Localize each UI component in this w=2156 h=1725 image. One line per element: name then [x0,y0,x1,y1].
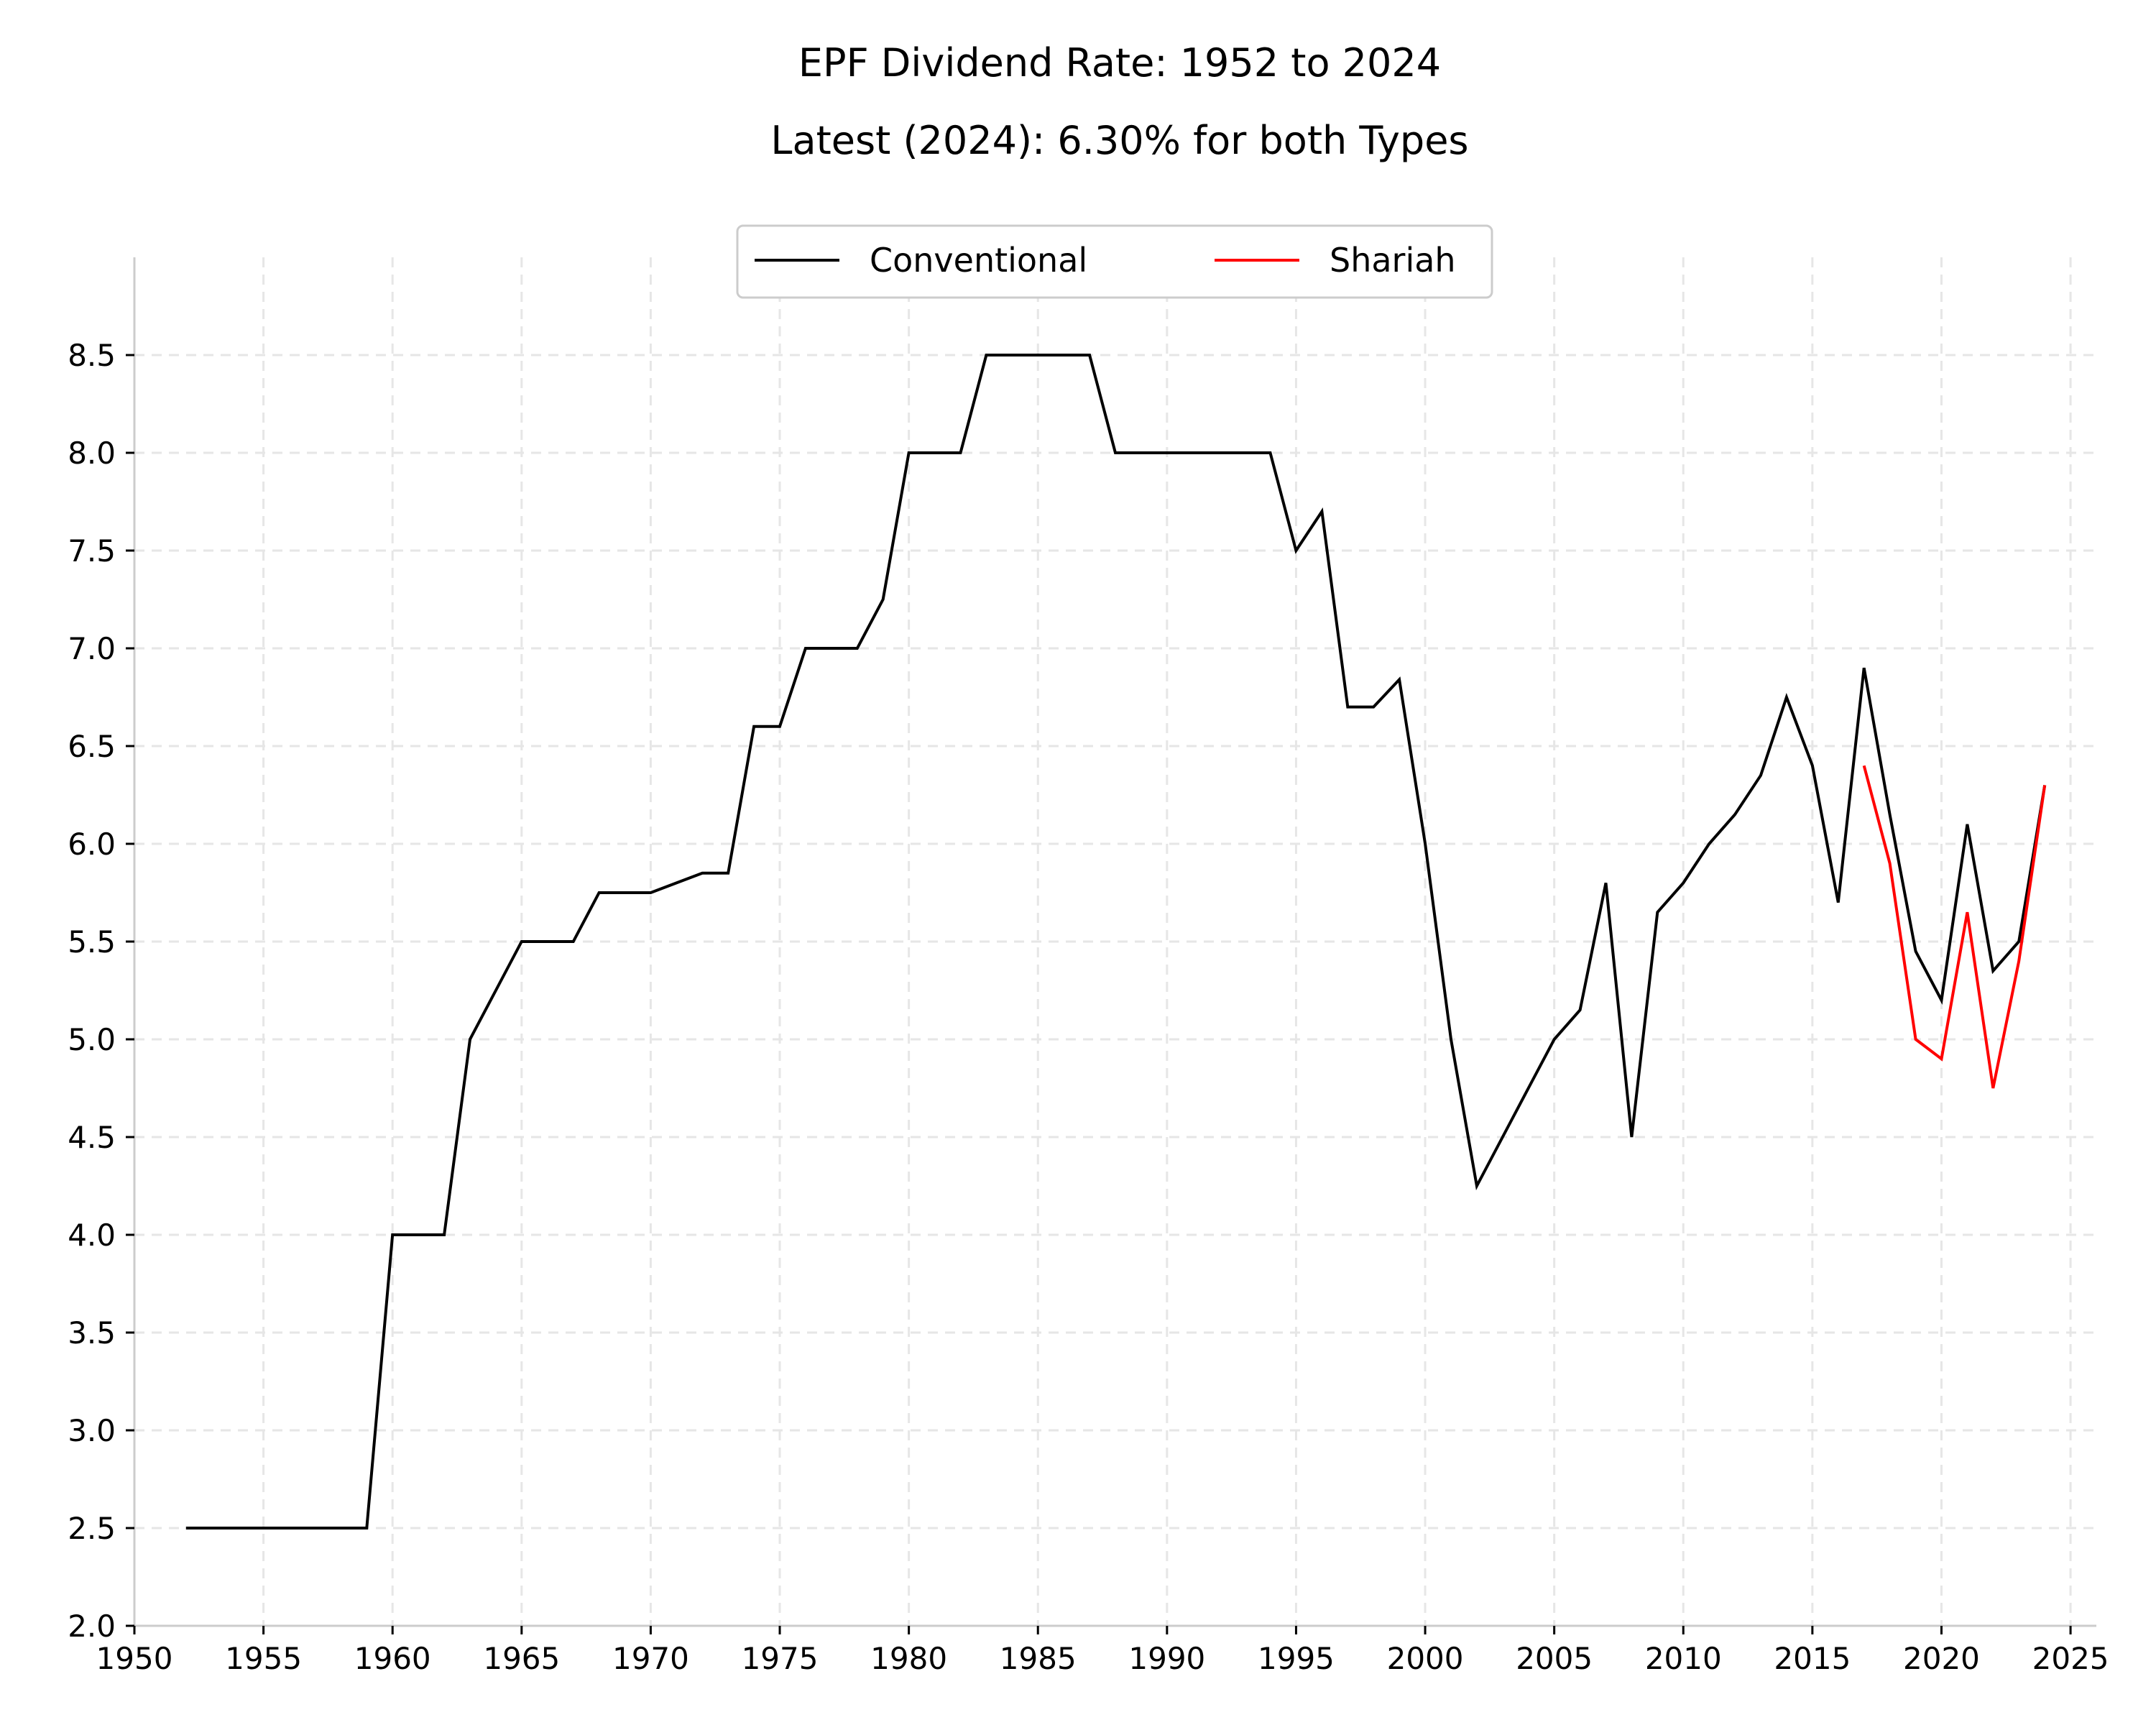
y-tick-label: 6.5 [68,729,116,764]
y-axis-ticks: 2.0 2.5 3.0 3.5 4.0 4.5 5.0 5.5 6.0 6.5 7.0 7.5 8.0 8… [68,338,134,1644]
x-tick-label: 1980 [870,1641,947,1676]
series-lines [185,354,2047,1530]
x-tick-label: 1985 [1000,1641,1077,1676]
x-tick-label: 1955 [225,1641,302,1676]
y-tick-label: 4.5 [68,1120,116,1155]
y-tick-label: 6.0 [68,827,116,862]
x-tick-label: 1950 [96,1641,173,1676]
x-tick-label: 2005 [1516,1641,1593,1676]
grid-lines [133,257,2096,1626]
x-tick-label: 1990 [1128,1641,1205,1676]
legend: Conventional Shariah [736,224,1493,299]
x-tick-label: 1970 [612,1641,689,1676]
y-tick-label: 4.0 [68,1218,116,1253]
y-tick-label: 3.5 [68,1315,116,1351]
legend-frame [736,224,1493,299]
legend-label-conventional: Conventional [870,241,1087,280]
y-tick-label: 7.0 [68,631,116,666]
x-tick-label: 2015 [1774,1641,1851,1676]
x-tick-label: 1965 [483,1641,560,1676]
y-tick-label: 2.0 [68,1609,116,1644]
legend-label-shariah: Shariah [1330,241,1456,280]
x-tick-label: 2020 [1903,1641,1980,1676]
chart-subtitle: Latest (2024): 6.30% for both Types [770,118,1468,163]
y-tick-label: 2.5 [68,1511,116,1546]
y-tick-label: 5.0 [68,1022,116,1057]
y-tick-label: 3.0 [68,1413,116,1448]
x-tick-label: 2010 [1645,1641,1722,1676]
y-tick-label: 8.5 [68,338,116,373]
y-tick-label: 5.5 [68,924,116,960]
chart-title: EPF Dividend Rate: 1952 to 2024 [798,40,1441,86]
series-line-conventional [185,354,2047,1530]
x-tick-label: 2025 [2032,1641,2109,1676]
x-tick-label: 1975 [742,1641,819,1676]
x-tick-label: 1960 [354,1641,431,1676]
x-tick-label: 1995 [1258,1641,1335,1676]
series-line-shariah [1862,765,2047,1089]
y-tick-label: 8.0 [68,436,116,471]
y-tick-label: 7.5 [68,533,116,569]
x-tick-label: 2000 [1387,1641,1464,1676]
x-axis-ticks: 1950 1955 1960 1965 1970 1975 1980 1985 1990 1995… [96,1626,2109,1676]
